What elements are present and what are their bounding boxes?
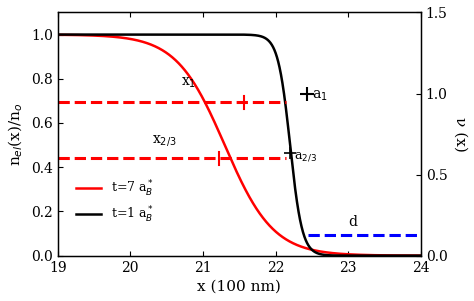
t=7 a$_B^*$ <box>418 254 424 257</box>
t=1 a$_B^*$ <box>341 254 346 257</box>
Text: x$_{2/3}$: x$_{2/3}$ <box>152 134 177 149</box>
t=7 a$_B^*$ <box>55 33 61 37</box>
t=7 a$_B^*$ <box>231 165 237 168</box>
t=1 a$_B^*$ <box>222 33 228 36</box>
Y-axis label: n$_{el}$(x)/n$_o$: n$_{el}$(x)/n$_o$ <box>7 102 25 166</box>
Y-axis label: ν (x): ν (x) <box>453 116 467 151</box>
Line: t=7 a$_B^*$: t=7 a$_B^*$ <box>58 35 421 256</box>
X-axis label: x (100 nm): x (100 nm) <box>197 280 281 294</box>
Text: a$_1$: a$_1$ <box>312 88 328 103</box>
t=1 a$_B^*$ <box>73 33 79 36</box>
t=7 a$_B^*$ <box>73 33 79 37</box>
Text: d: d <box>348 216 357 229</box>
t=7 a$_B^*$ <box>407 254 413 257</box>
Line: t=1 a$_B^*$: t=1 a$_B^*$ <box>58 35 421 256</box>
Text: a$_{2/3}$: a$_{2/3}$ <box>294 150 317 163</box>
Legend: t=7 a$_B^*$, t=1 a$_B^*$: t=7 a$_B^*$, t=1 a$_B^*$ <box>71 173 159 230</box>
t=1 a$_B^*$ <box>231 33 237 36</box>
t=1 a$_B^*$ <box>55 33 61 36</box>
t=7 a$_B^*$ <box>222 143 228 147</box>
t=7 a$_B^*$ <box>408 254 413 257</box>
t=7 a$_B^*$ <box>341 252 346 256</box>
t=1 a$_B^*$ <box>407 254 413 257</box>
t=1 a$_B^*$ <box>408 254 413 257</box>
t=1 a$_B^*$ <box>418 254 424 257</box>
Text: x$_1$: x$_1$ <box>181 76 196 90</box>
